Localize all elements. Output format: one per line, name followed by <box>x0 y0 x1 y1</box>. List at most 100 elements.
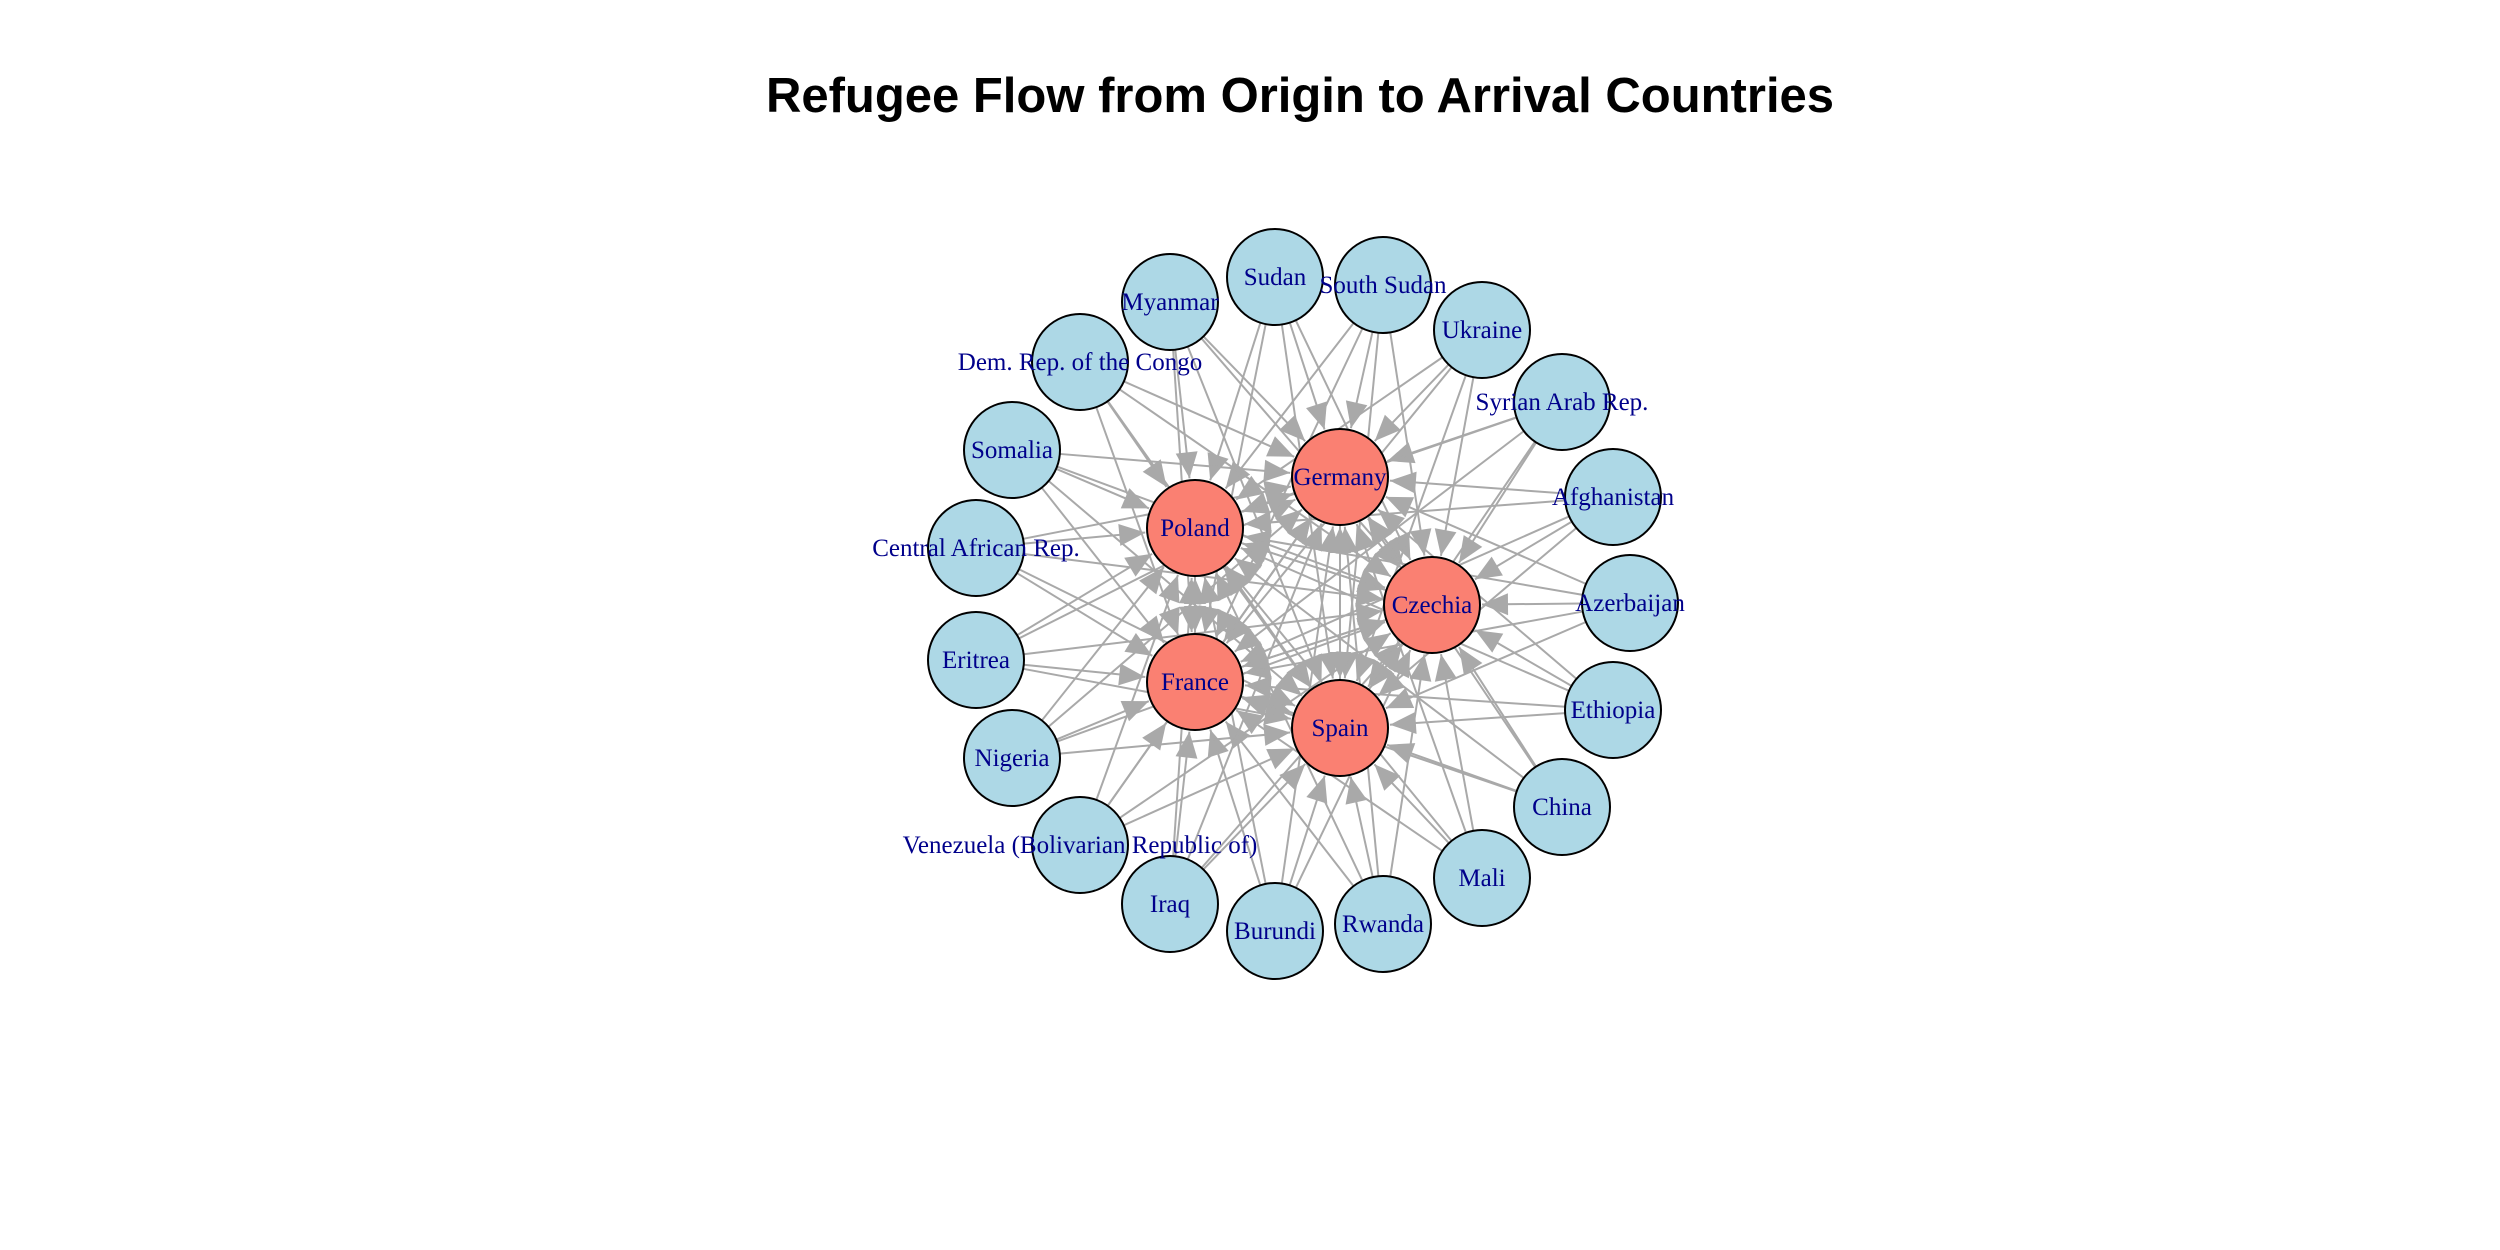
edge-arrowhead <box>1124 553 1153 577</box>
origin-node-circle <box>1121 253 1219 351</box>
edge-arrowhead <box>1301 653 1323 682</box>
edge-arrowhead <box>1409 528 1432 556</box>
edge-arrowhead <box>1279 763 1306 791</box>
edge-arrowhead <box>1120 700 1149 722</box>
origin-node-circle <box>1513 758 1611 856</box>
edge-arrowhead <box>1236 710 1264 734</box>
flow-edge <box>1059 452 1291 474</box>
origin-node-circle <box>1334 236 1432 334</box>
flow-edge <box>1224 720 1355 887</box>
edge-arrowhead <box>1207 729 1229 758</box>
edge-arrowhead <box>1458 535 1483 563</box>
node-label: Dem. Rep. of the Congo <box>958 349 1202 376</box>
origin-node-azerbaijan: Azerbaijan <box>1575 554 1685 652</box>
edge-arrowhead <box>1175 731 1198 759</box>
node-label: France <box>1161 669 1229 696</box>
origin-node-ethiopia: Ethiopia <box>1564 661 1662 759</box>
origin-node-circle <box>927 499 1025 597</box>
origin-node-afghanistan: Afghanistan <box>1552 448 1675 546</box>
node-label: Myanmar <box>1121 289 1219 316</box>
edge-arrowhead <box>1377 645 1403 673</box>
edge-arrowhead <box>1306 775 1328 804</box>
arrival-node-poland: Poland <box>1146 479 1244 577</box>
edge-arrowhead <box>1184 578 1206 604</box>
edge-arrowhead <box>1481 593 1509 616</box>
edge-arrowhead <box>1263 723 1291 746</box>
edge-arrowhead <box>1374 764 1401 791</box>
edge-arrowhead <box>1385 496 1415 518</box>
origin-node-rwanda: Rwanda <box>1334 875 1432 973</box>
flow-edge <box>1059 731 1291 755</box>
flow-edge <box>1123 380 1295 458</box>
node-label: Ethiopia <box>1571 697 1656 724</box>
edge-arrowhead <box>1124 632 1153 656</box>
edge-arrowhead <box>1385 687 1415 709</box>
edge-arrowhead <box>1345 400 1368 429</box>
flow-edge <box>1023 552 1383 600</box>
edge-arrowhead <box>1266 436 1295 457</box>
origin-node-iraq: Iraq <box>1121 855 1219 953</box>
edge-arrowhead <box>1224 568 1249 596</box>
origin-node-burundi: Burundi <box>1226 882 1324 980</box>
origin-node-south-sudan: South Sudan <box>1319 236 1447 334</box>
edge-arrowhead <box>1409 654 1432 682</box>
origin-node-dem-rep-of-the-congo: Dem. Rep. of the Congo <box>958 313 1202 411</box>
edge-arrowhead <box>1158 606 1180 635</box>
edge-arrowhead <box>1369 517 1394 546</box>
edge-arrowhead <box>1355 652 1376 681</box>
arrival-node-circle <box>1146 633 1244 731</box>
edge-arrowhead <box>1387 442 1416 464</box>
origin-node-circle <box>927 611 1025 709</box>
node-label: Azerbaijan <box>1575 590 1685 617</box>
origin-node-venezuela-bolivarian-republic-of: Venezuela (Bolivarian Republic of) <box>903 796 1257 894</box>
edge-arrowhead <box>1378 509 1405 535</box>
node-label: Afghanistan <box>1552 484 1675 511</box>
origin-node-circle <box>1121 855 1219 953</box>
node-label: Poland <box>1160 515 1230 542</box>
node-label: Iraq <box>1150 891 1191 918</box>
flow-edge <box>1209 322 1262 481</box>
edge-arrowhead <box>1287 517 1312 546</box>
flow-edge <box>1209 729 1262 886</box>
edge-arrowhead <box>1264 491 1293 513</box>
arrival-node-circle <box>1383 556 1481 654</box>
origin-node-circle <box>1581 554 1679 652</box>
node-label: Somalia <box>971 437 1053 464</box>
edge-arrowhead <box>1242 541 1271 562</box>
edge-arrowhead <box>1389 471 1417 494</box>
flow-edge <box>1224 322 1355 490</box>
origin-node-circle <box>1513 353 1611 451</box>
node-label: Czechia <box>1392 592 1473 619</box>
origin-node-myanmar: Myanmar <box>1121 253 1219 351</box>
node-label: Ukraine <box>1442 317 1523 344</box>
edge-arrowhead <box>1434 654 1457 682</box>
origin-node-circle <box>1334 875 1432 973</box>
flow-edge <box>1016 572 1153 657</box>
edge-arrowhead <box>1266 748 1295 770</box>
arrival-node-spain: Spain <box>1291 679 1389 777</box>
edge-arrowhead <box>1355 524 1376 553</box>
node-label: Mali <box>1458 865 1505 892</box>
flow-edge <box>1385 496 1587 585</box>
flow-edge <box>1023 609 1383 656</box>
edge-arrowhead <box>1275 509 1303 535</box>
flow-edge <box>1389 654 1426 877</box>
edge-arrowhead <box>1363 633 1391 657</box>
origin-node-circle <box>1031 796 1129 894</box>
origin-node-syrian-arab-rep: Syrian Arab Rep. <box>1476 353 1648 451</box>
graph-title: Refugee Flow from Origin to Arrival Coun… <box>765 69 1835 123</box>
origin-node-central-african-rep: Central African Rep. <box>872 499 1080 597</box>
origin-node-eritrea: Eritrea <box>927 611 1025 709</box>
edge-arrowhead <box>1306 401 1327 430</box>
arrival-node-circle <box>1291 679 1389 777</box>
origin-node-circle <box>1226 882 1324 980</box>
node-label: Central African Rep. <box>872 535 1080 562</box>
edge-arrowhead <box>1434 528 1457 556</box>
edge-arrowhead <box>1118 523 1146 546</box>
edge-arrowhead <box>1139 615 1165 643</box>
edge-arrowhead <box>1234 558 1263 583</box>
origin-node-circle <box>1564 661 1662 759</box>
origin-node-circle <box>963 709 1061 807</box>
edge-arrowhead <box>1263 459 1291 482</box>
